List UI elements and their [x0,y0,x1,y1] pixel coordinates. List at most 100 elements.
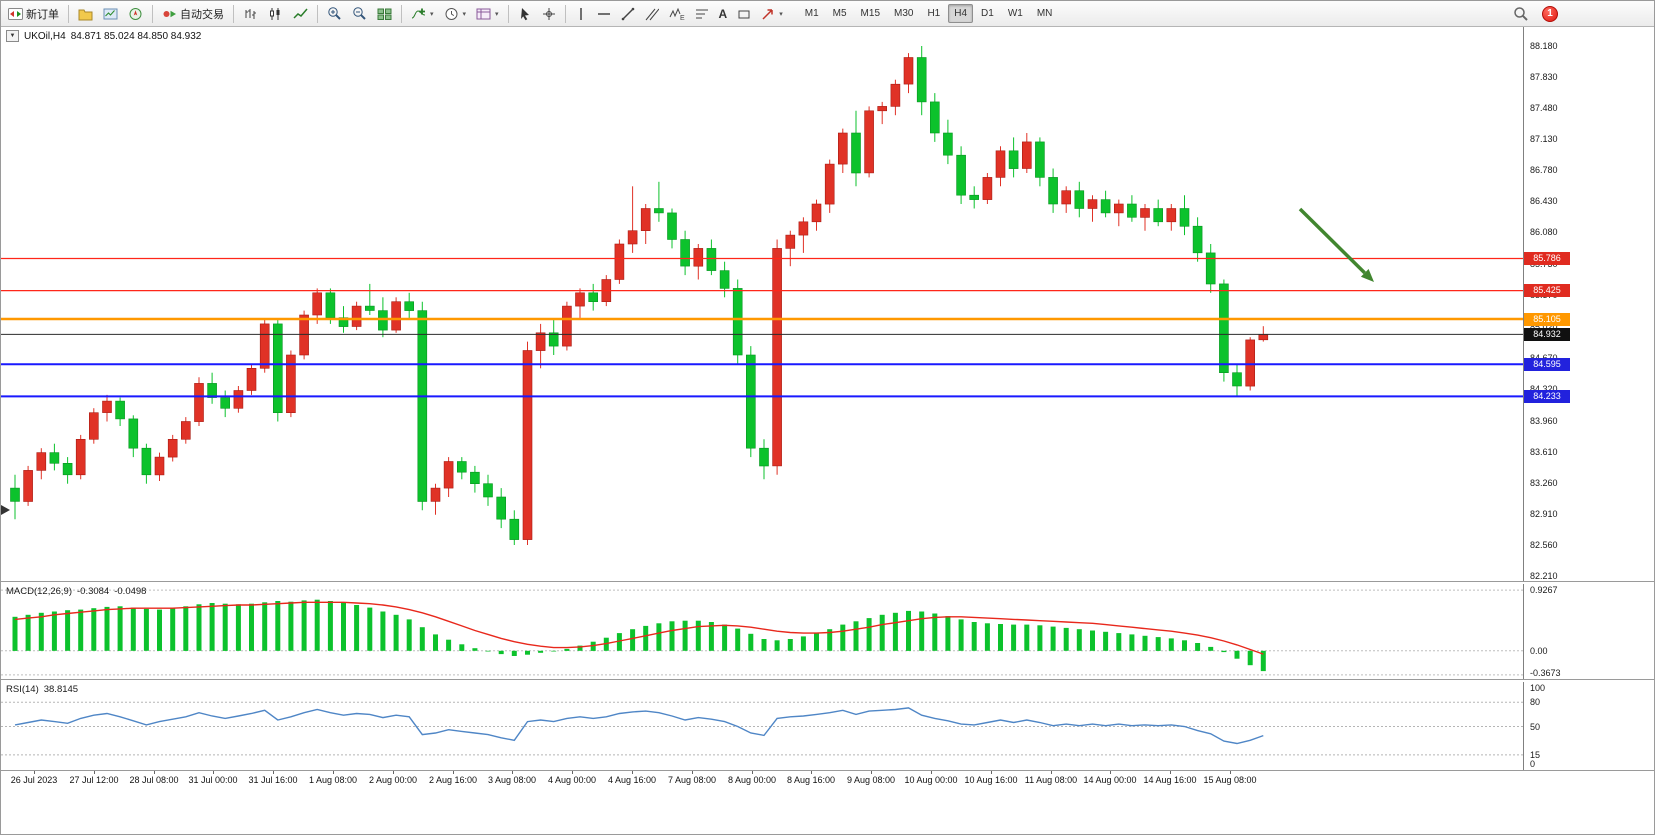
price-tick-label: 83.610 [1530,447,1558,457]
rsi-tick-label: 15 [1530,750,1541,760]
fibonacci-icon [695,9,708,18]
candlestick-chart-button[interactable] [264,3,287,25]
horizontal-line-tool-button[interactable] [593,3,615,25]
timeframe-h1[interactable]: H1 [927,8,941,19]
chevron-down-icon: ▾ [462,10,467,18]
macd-chart[interactable] [1,584,1523,679]
panel-separator[interactable] [1,581,1654,584]
time-label: 10 Aug 00:00 [904,775,958,785]
price-tick-label: 83.260 [1530,478,1558,488]
arrows-tool-button[interactable]: ▾ [757,3,787,25]
cursor-tool-button[interactable] [514,3,536,25]
templates-button[interactable]: ▾ [472,3,503,25]
time-tick [94,771,95,774]
search-icon [1514,6,1528,21]
bar-chart-button[interactable] [239,3,262,25]
panel-separator[interactable] [1,679,1654,682]
zoom-in-button[interactable] [323,3,346,25]
time-label: 31 Jul 00:00 [188,775,238,785]
price-tick-label: 86.080 [1530,227,1558,237]
market-watch-button[interactable] [99,3,122,25]
chart-profiles-button[interactable] [74,3,97,25]
crosshair-tool-button[interactable] [538,3,560,25]
timeframe-w1[interactable]: W1 [1007,8,1023,19]
rsi-chart[interactable] [1,682,1523,770]
macd-value-1: -0.3084 [77,586,110,597]
horizontal-line-icon [597,12,610,15]
time-axis[interactable]: 26 Jul 2023 27 Jul 12:00 28 Jul 08:00 31 Ju… [1,770,1654,794]
price-tick-label: 85.020 [1530,322,1558,332]
text-tool-icon: A [718,6,728,21]
timeframe-d1[interactable]: D1 [981,8,994,19]
arrow-tool-icon [762,8,773,20]
time-label: 2 Aug 00:00 [368,775,418,785]
macd-axis[interactable]: 0.9267 0.00 -0.3673 [1523,584,1654,679]
shapes-tool-button[interactable] [733,3,755,25]
auto-trading-button[interactable]: 自动交易 [158,3,228,25]
elliott-wave-tool-button[interactable]: E [665,3,689,25]
time-label: 14 Aug 16:00 [1143,775,1197,785]
channel-tool-button[interactable] [641,3,663,25]
indicators-icon [411,8,426,18]
chevron-down-icon: ▾ [779,10,783,18]
rsi-tick-label: 100 [1530,683,1546,693]
time-tick [453,771,454,774]
price-chart[interactable] [1,27,1523,581]
time-tick [34,771,35,774]
price-tick-label: 82.560 [1530,540,1558,550]
symbol-label: ▼ UKOil,H4 84.871 85.024 84.850 84.932 [6,30,201,42]
rsi-tick-label: 50 [1530,722,1541,732]
tile-windows-button[interactable] [373,3,396,25]
time-tick [1110,771,1111,774]
template-icon [476,8,491,19]
timeframe-m15[interactable]: M15 [860,8,880,19]
rsi-axis[interactable]: 100 80 50 15 0 [1523,682,1654,770]
rsi-tick-label: 80 [1530,697,1541,707]
timeframe-m5[interactable]: M5 [832,8,847,19]
time-label: 7 Aug 08:00 [667,775,717,785]
navigator-icon [129,7,142,20]
periods-button[interactable]: ▾ [440,3,471,25]
symbol-dropdown-button[interactable]: ▼ [6,30,19,42]
timeframe-m1[interactable]: M1 [804,8,819,19]
navigator-button[interactable] [124,3,147,25]
timeframe-h4[interactable]: H4 [948,4,974,23]
time-tick [1230,771,1231,774]
bar-chart-icon [245,8,256,19]
vertical-line-tool-button[interactable] [571,3,591,25]
line-chart-icon [293,8,308,19]
chevron-down-icon: ▾ [495,10,499,18]
price-axis[interactable]: 88.180 87.830 87.480 87.130 86.780 86.430 86.0… [1523,27,1654,581]
search-button[interactable] [1509,3,1533,25]
text-tool-button[interactable]: A [715,3,732,25]
time-tick [273,771,274,774]
timeframe-mn[interactable]: MN [1036,8,1053,19]
crosshair-icon [542,7,555,20]
time-tick [811,771,812,774]
trendline-tool-button[interactable] [617,3,639,25]
price-tick-label: 86.430 [1530,196,1558,206]
time-label: 10 Aug 16:00 [964,775,1018,785]
new-order-button[interactable]: 新订单 [4,3,63,25]
macd-name: MACD(12,26,9) [6,586,72,597]
timeframe-m30[interactable]: M30 [894,8,914,19]
vertical-line-icon [579,7,582,20]
time-label: 8 Aug 00:00 [727,775,777,785]
annotation-arrow [1298,207,1366,275]
time-tick [1051,771,1052,774]
time-label: 28 Jul 08:00 [129,775,179,785]
time-tick [213,771,214,774]
time-label: 31 Jul 16:00 [248,775,298,785]
price-line-badge: 84.932 [1524,328,1570,341]
indicators-button[interactable]: ▾ [407,3,438,25]
time-label: 15 Aug 08:00 [1203,775,1257,785]
toolbar-separator [401,4,402,23]
notification-badge[interactable]: 1 [1542,5,1558,22]
zoom-out-button[interactable] [348,3,371,25]
line-chart-button[interactable] [289,3,312,25]
chart-profiles-icon [78,9,93,20]
toolbar-separator [68,4,69,23]
fibonacci-tool-button[interactable] [691,3,713,25]
channel-icon [645,8,659,20]
macd-tick-label: 0.00 [1530,646,1548,656]
